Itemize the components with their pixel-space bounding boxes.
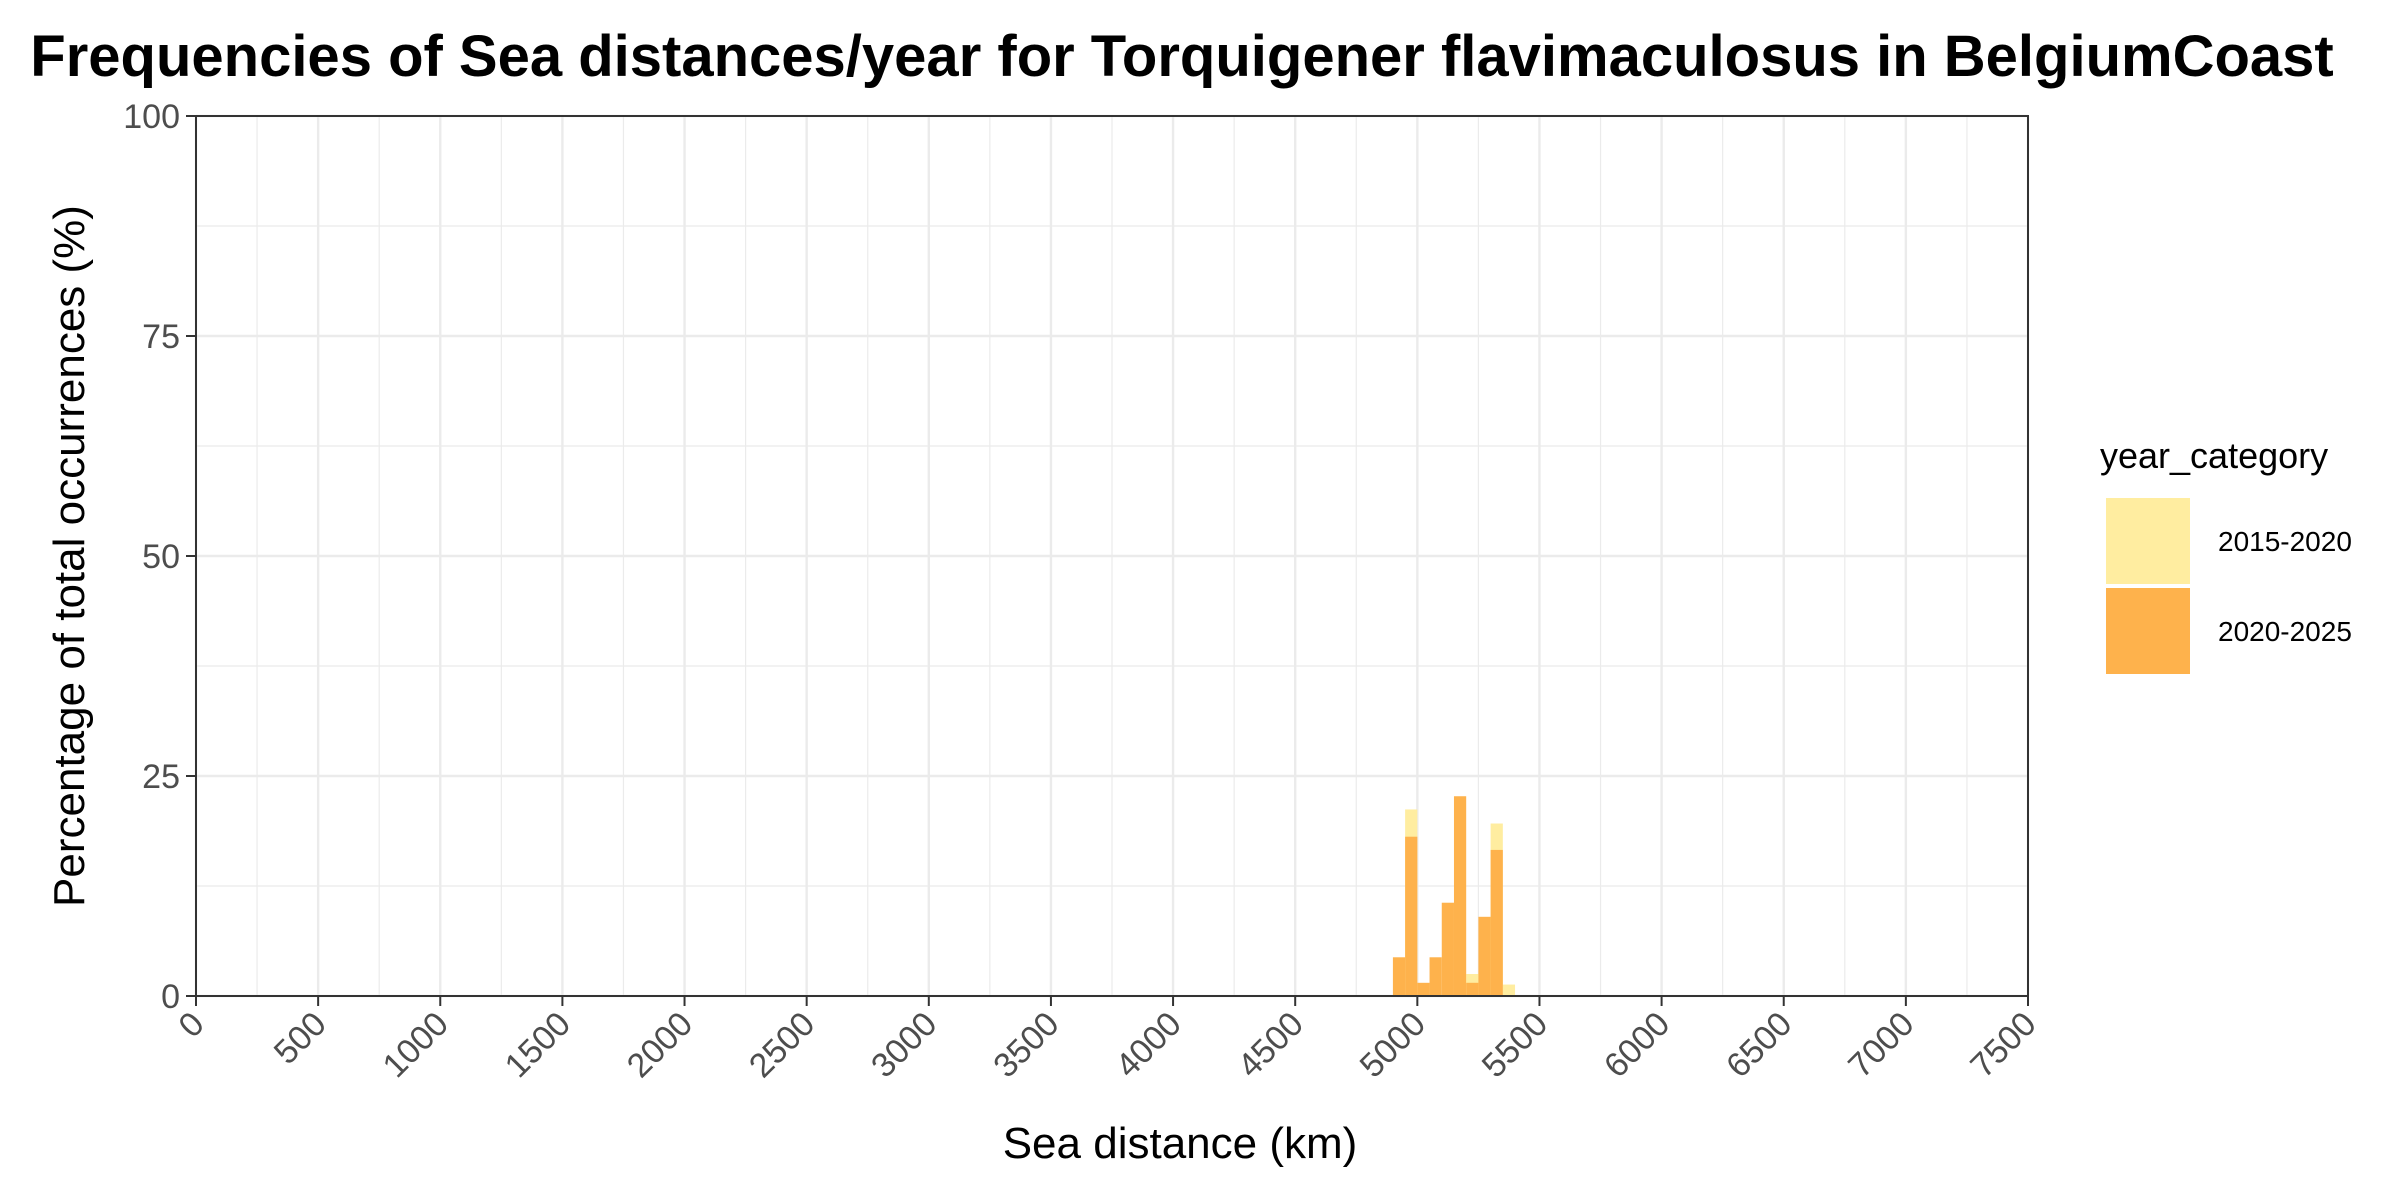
y-tick-label: 50 [142,538,180,576]
bar-2015-2020 [1502,984,1516,996]
bar-2020-2025 [1453,796,1467,996]
bar-2020-2025 [1466,982,1479,996]
bar-2020-2025 [1429,957,1442,996]
y-axis-title: Percentage of total occurrences (%) [45,205,94,907]
bar-2020-2025 [1392,957,1406,996]
bar-2020-2025 [1490,849,1503,996]
chart-title: Frequencies of Sea distances/year for To… [30,24,2333,89]
legend-title: year_category [2100,435,2328,476]
bar-2020-2025 [1441,902,1454,996]
y-tick-label: 25 [142,758,180,796]
legend-label-2020-2025: 2020-2025 [2218,616,2352,647]
legend-items: 2015-2020 2020-2025 [2106,498,2352,674]
histogram-bars [1392,796,1516,996]
legend: year_category 2015-2020 2020-2025 [2100,435,2352,674]
legend-key-2015-2020 [2106,498,2190,584]
legend-key-2020-2025 [2106,588,2190,674]
y-axis: 0 25 50 75 100 [123,98,196,1016]
legend-label-2015-2020: 2015-2020 [2218,526,2352,557]
y-tick-label: 75 [142,318,180,356]
bar-2020-2025 [1405,836,1418,996]
bar-2020-2025 [1417,982,1430,996]
x-axis-title: Sea distance (km) [1003,1119,1358,1168]
y-tick-label: 0 [161,978,180,1016]
y-tick-label: 100 [123,98,180,136]
bar-2020-2025 [1478,916,1491,996]
